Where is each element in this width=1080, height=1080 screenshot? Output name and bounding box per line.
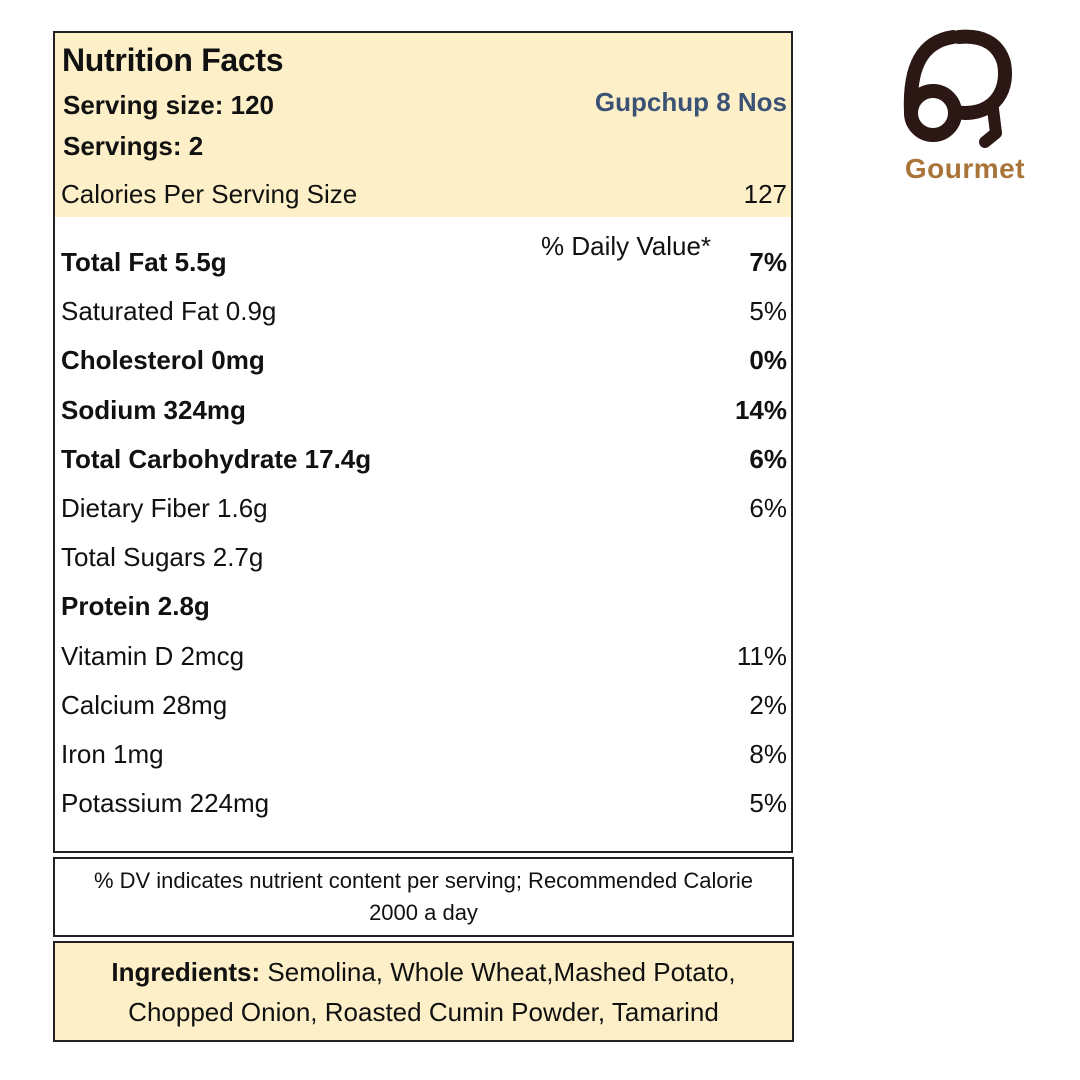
- ingredients-list: Semolina, Whole Wheat,Mashed Potato, Cho…: [128, 956, 736, 1027]
- nutrient-row: Total Carbohydrate 17.4g 6%: [55, 444, 791, 484]
- ingredients-text: Ingredients: Semolina, Whole Wheat,Mashe…: [64, 952, 784, 1032]
- nutrient-name: Saturated Fat 0.9g: [61, 296, 277, 326]
- nutrient-daily-value: 14%: [734, 395, 787, 425]
- ingredients-box: Ingredients: Semolina, Whole Wheat,Mashe…: [53, 941, 794, 1042]
- ingredients-heading: Ingredients:: [111, 956, 261, 987]
- nutrient-row: Vitamin D 2mcg 11%: [55, 641, 791, 681]
- nutrient-name: Calcium 28mg: [61, 690, 228, 720]
- nutrient-name: Vitamin D 2mcg: [61, 641, 245, 671]
- nutrient-name: Dietary Fiber 1.6g: [61, 493, 268, 523]
- nutrient-row: Total Fat 5.5g 7%: [55, 247, 791, 287]
- note-text: % DV indicates nutrient content per serv…: [93, 868, 754, 925]
- nutrient-name: Cholesterol 0mg: [61, 345, 265, 375]
- nutrient-row: Dietary Fiber 1.6g 6%: [55, 493, 791, 533]
- label-header: Nutrition Facts Serving size: 120 Gupchu…: [55, 33, 791, 217]
- servings: Servings: 2: [63, 131, 204, 161]
- nutrient-daily-value: 6%: [749, 493, 787, 523]
- nutrient-daily-value: 7%: [749, 247, 787, 277]
- 6q-monogram-icon: [903, 29, 1012, 148]
- nutrient-name: Protein 2.8g: [61, 591, 210, 621]
- nutrient-row: Protein 2.8g: [55, 591, 791, 631]
- daily-value-note: % DV indicates nutrient content per serv…: [53, 857, 794, 937]
- product-name: Gupchup 8 Nos: [594, 87, 787, 117]
- gourmet-logo: Gourmet: [895, 25, 1035, 190]
- calories-label: Calories Per Serving Size: [61, 179, 358, 209]
- nutrient-daily-value: 8%: [749, 739, 787, 769]
- nutrition-facts-label: Nutrition Facts Serving size: 120 Gupchu…: [53, 31, 793, 853]
- nutrient-row: Potassium 224mg 5%: [55, 788, 791, 828]
- nutrient-row: Total Sugars 2.7g: [55, 542, 791, 582]
- serving-size: Serving size: 120: [63, 90, 274, 120]
- nutrient-row: Sodium 324mg 14%: [55, 395, 791, 435]
- nutrient-row: Saturated Fat 0.9g 5%: [55, 296, 791, 336]
- nutrient-name: Total Carbohydrate 17.4g: [61, 444, 372, 474]
- nutrient-name: Potassium 224mg: [61, 788, 270, 818]
- nutrient-daily-value: 11%: [736, 641, 787, 671]
- label-title: Nutrition Facts: [62, 42, 284, 78]
- nutrient-daily-value: 6%: [749, 444, 787, 474]
- nutrient-row: Calcium 28mg 2%: [55, 690, 791, 730]
- nutrient-name: Total Fat 5.5g: [61, 247, 227, 277]
- nutrient-row: Cholesterol 0mg 0%: [55, 345, 791, 385]
- nutrient-daily-value: 2%: [749, 690, 787, 720]
- nutrient-name: Total Sugars 2.7g: [61, 542, 264, 572]
- calories-value: 127: [743, 179, 787, 209]
- nutrient-row: Iron 1mg 8%: [55, 739, 791, 779]
- nutrient-daily-value: 5%: [749, 788, 787, 818]
- nutrient-name: Sodium 324mg: [61, 395, 246, 425]
- nutrient-name: Iron 1mg: [61, 739, 164, 769]
- daily-value-header: % Daily Value*: [541, 231, 712, 261]
- logo-brand-text: Gourmet: [904, 153, 1026, 184]
- nutrient-daily-value: 5%: [749, 296, 787, 326]
- nutrient-daily-value: 0%: [749, 345, 787, 375]
